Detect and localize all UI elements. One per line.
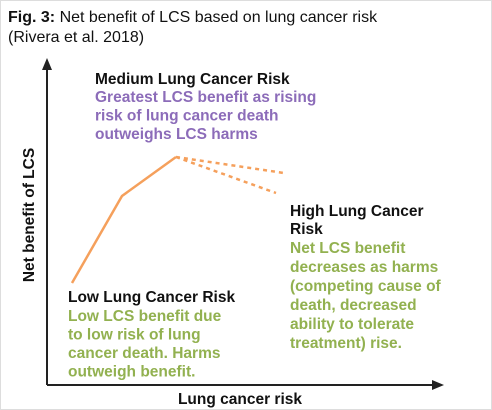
x-axis-label: Lung cancer risk [178, 391, 302, 408]
annotation-text: decreases as harms [290, 259, 438, 276]
annotation-text: outweighs LCS harms [95, 126, 258, 143]
annotation-text: to low risk of lung [68, 327, 201, 344]
annotation-heading: Medium Lung Cancer Risk [95, 71, 290, 88]
annotation-text: Net LCS benefit [290, 240, 405, 257]
annotation-heading: Risk [290, 221, 323, 238]
benefit-curve [70, 155, 177, 284]
annotation-text: outweigh benefit. [68, 364, 195, 381]
figure-title: Fig. 3: Net benefit of LCS based on lung… [8, 9, 378, 26]
dashed-curve [175, 155, 277, 195]
annotation-text: cancer death. Harms [68, 345, 221, 362]
annotation-text: treatment) rise. [290, 335, 402, 352]
dashed-curve [175, 155, 285, 175]
annotation-text: risk of lung cancer death [95, 108, 278, 125]
y-axis-label: Net benefit of LCS [21, 148, 38, 282]
annotation-heading: High Lung Cancer [290, 203, 423, 220]
annotation-text: death, decreased [290, 297, 417, 314]
annotation-text: ability to tolerate [290, 316, 414, 333]
y-arrow [42, 58, 52, 70]
figure-label: Fig. 3: [8, 9, 55, 26]
subtitle: (Rivera et al. 2018) [8, 29, 144, 46]
annotation-heading: Low Lung Cancer Risk [68, 289, 235, 306]
annotation-text: Greatest LCS benefit as rising [95, 89, 316, 106]
annotation-text: Low LCS benefit due [68, 308, 222, 325]
annotation-text: (competing cause of [290, 278, 442, 295]
x-arrow [432, 380, 444, 390]
title-text: Net benefit of LCS based on lung cancer … [60, 9, 379, 26]
